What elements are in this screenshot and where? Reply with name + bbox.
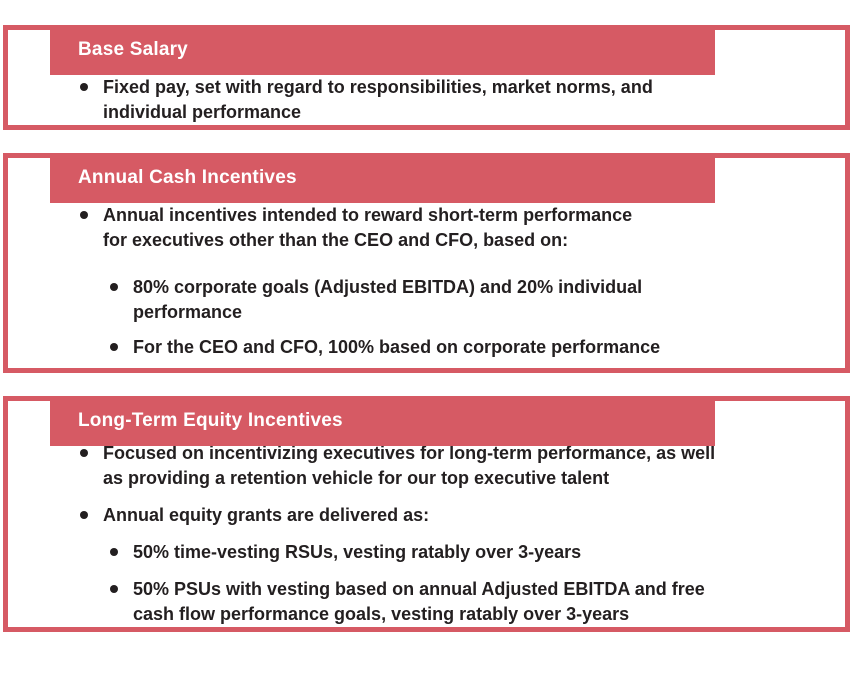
bullet-text: Fixed pay, set with regard to responsibi… [103,77,653,122]
bullet-icon [80,511,88,519]
bullet-text: 80% corporate goals (Adjusted EBITDA) an… [133,277,643,322]
section-title-annual-cash-incentives: Annual Cash Incentives [78,167,297,188]
section-header-annual-cash-incentives: Annual Cash Incentives [50,153,715,203]
bullet-text: Focused on incentivizing executives for … [103,443,716,488]
bullet-icon [110,548,118,556]
bullet-text: 50% PSUs with vesting based on annual Ad… [133,579,705,624]
section-base-salary: Base Salary Fixed pay, set with regard t… [3,25,850,130]
list-item: Fixed pay, set with regard to responsibi… [8,75,825,125]
section-header-base-salary: Base Salary [50,25,715,75]
list-item: Annual equity grants are delivered as: [8,503,825,528]
sub-list-item: 50% time-vesting RSUs, vesting ratably o… [8,540,825,565]
bullet-text: For the CEO and CFO, 100% based on corpo… [133,337,661,357]
bullet-icon [80,211,88,219]
section-annual-cash-incentives: Annual Cash Incentives Annual incentives… [3,153,850,373]
sub-list-item: For the CEO and CFO, 100% based on corpo… [8,335,825,360]
section-long-term-equity-incentives: Long-Term Equity Incentives Focused on i… [3,396,850,632]
bullet-icon [80,449,88,457]
bullet-text: 50% time-vesting RSUs, vesting ratably o… [133,542,582,562]
bullet-text: Annual equity grants are delivered as: [103,505,430,525]
sub-list: 80% corporate goals (Adjusted EBITDA) an… [8,275,825,360]
sub-list-item: 80% corporate goals (Adjusted EBITDA) an… [8,275,825,325]
bullet-icon [110,343,118,351]
section-header-long-term-equity-incentives: Long-Term Equity Incentives [50,396,715,446]
list-item: Focused on incentivizing executives for … [8,441,825,491]
sub-list: 50% time-vesting RSUs, vesting ratably o… [8,540,825,627]
section-title-base-salary: Base Salary [78,39,188,60]
list-item: Annual incentives intended to reward sho… [8,203,825,253]
bullet-icon [110,283,118,291]
section-title-long-term-equity-incentives: Long-Term Equity Incentives [78,410,343,431]
bullet-text: Annual incentives intended to reward sho… [103,205,633,250]
bullet-icon [110,585,118,593]
bullet-icon [80,83,88,91]
sub-list-item: 50% PSUs with vesting based on annual Ad… [8,577,825,627]
